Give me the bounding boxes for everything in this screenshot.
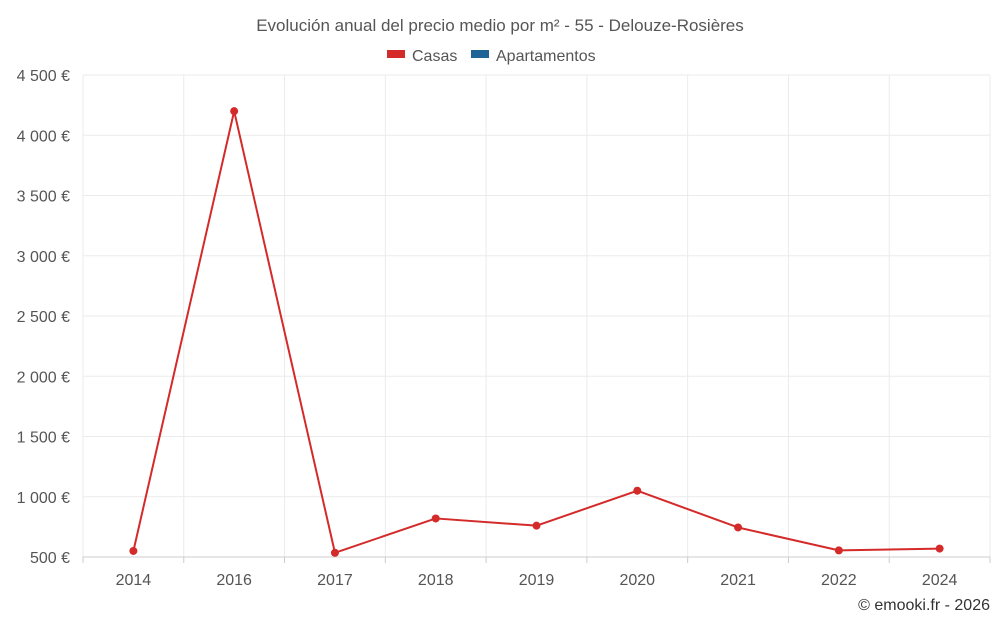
- legend-swatch-apartamentos: [471, 50, 489, 58]
- y-tick-label: 3 500 €: [17, 189, 70, 206]
- x-axis-ticks: 2014 2016 2017 2018 2019 2020 2021 2022 2024: [116, 572, 958, 589]
- chart-title: Evolución anual del precio medio por m² …: [256, 16, 744, 35]
- data-point-casas[interactable]: [532, 521, 541, 530]
- legend-swatch-casas: [387, 50, 405, 58]
- data-point-casas[interactable]: [129, 546, 138, 555]
- x-tick-label: 2019: [519, 572, 555, 589]
- data-point-casas[interactable]: [431, 514, 440, 523]
- x-tick-label: 2022: [821, 572, 857, 589]
- legend-item-apartamentos[interactable]: Apartamentos: [471, 48, 596, 65]
- data-point-casas[interactable]: [330, 548, 339, 557]
- x-tick-label: 2020: [619, 572, 655, 589]
- x-tick-label: 2024: [922, 572, 958, 589]
- y-tick-label: 2 000 €: [17, 369, 70, 386]
- legend-item-casas[interactable]: Casas: [387, 48, 457, 65]
- y-tick-label: 4 500 €: [17, 68, 70, 85]
- y-axis-ticks: 500 € 1 000 € 1 500 € 2 000 € 2 500 € 3 000 €…: [17, 68, 70, 567]
- x-tick-label: 2018: [418, 572, 454, 589]
- x-tick-label: 2014: [116, 572, 152, 589]
- y-tick-label: 3 000 €: [17, 249, 70, 266]
- x-tick-label: 2016: [216, 572, 252, 589]
- legend-label-apartamentos: Apartamentos: [496, 48, 596, 65]
- series-line-casas: [132, 110, 940, 554]
- x-tick-label: 2017: [317, 572, 353, 589]
- data-point-casas[interactable]: [935, 544, 944, 553]
- y-tick-label: 2 500 €: [17, 309, 70, 326]
- series-casas: [129, 107, 944, 557]
- y-tick-label: 500 €: [30, 550, 70, 567]
- grid: [82, 74, 991, 563]
- legend-label-casas: Casas: [412, 48, 457, 65]
- y-tick-label: 1 500 €: [17, 430, 70, 447]
- copyright-footer: © emooki.fr - 2026: [858, 597, 990, 614]
- data-point-casas[interactable]: [230, 107, 239, 116]
- legend: Casas Apartamentos: [387, 48, 596, 65]
- y-tick-label: 4 000 €: [17, 128, 70, 145]
- data-point-casas[interactable]: [734, 523, 743, 532]
- x-tick-label: 2021: [720, 572, 756, 589]
- y-tick-label: 1 000 €: [17, 490, 70, 507]
- data-point-casas[interactable]: [633, 486, 642, 495]
- data-point-casas[interactable]: [834, 546, 843, 555]
